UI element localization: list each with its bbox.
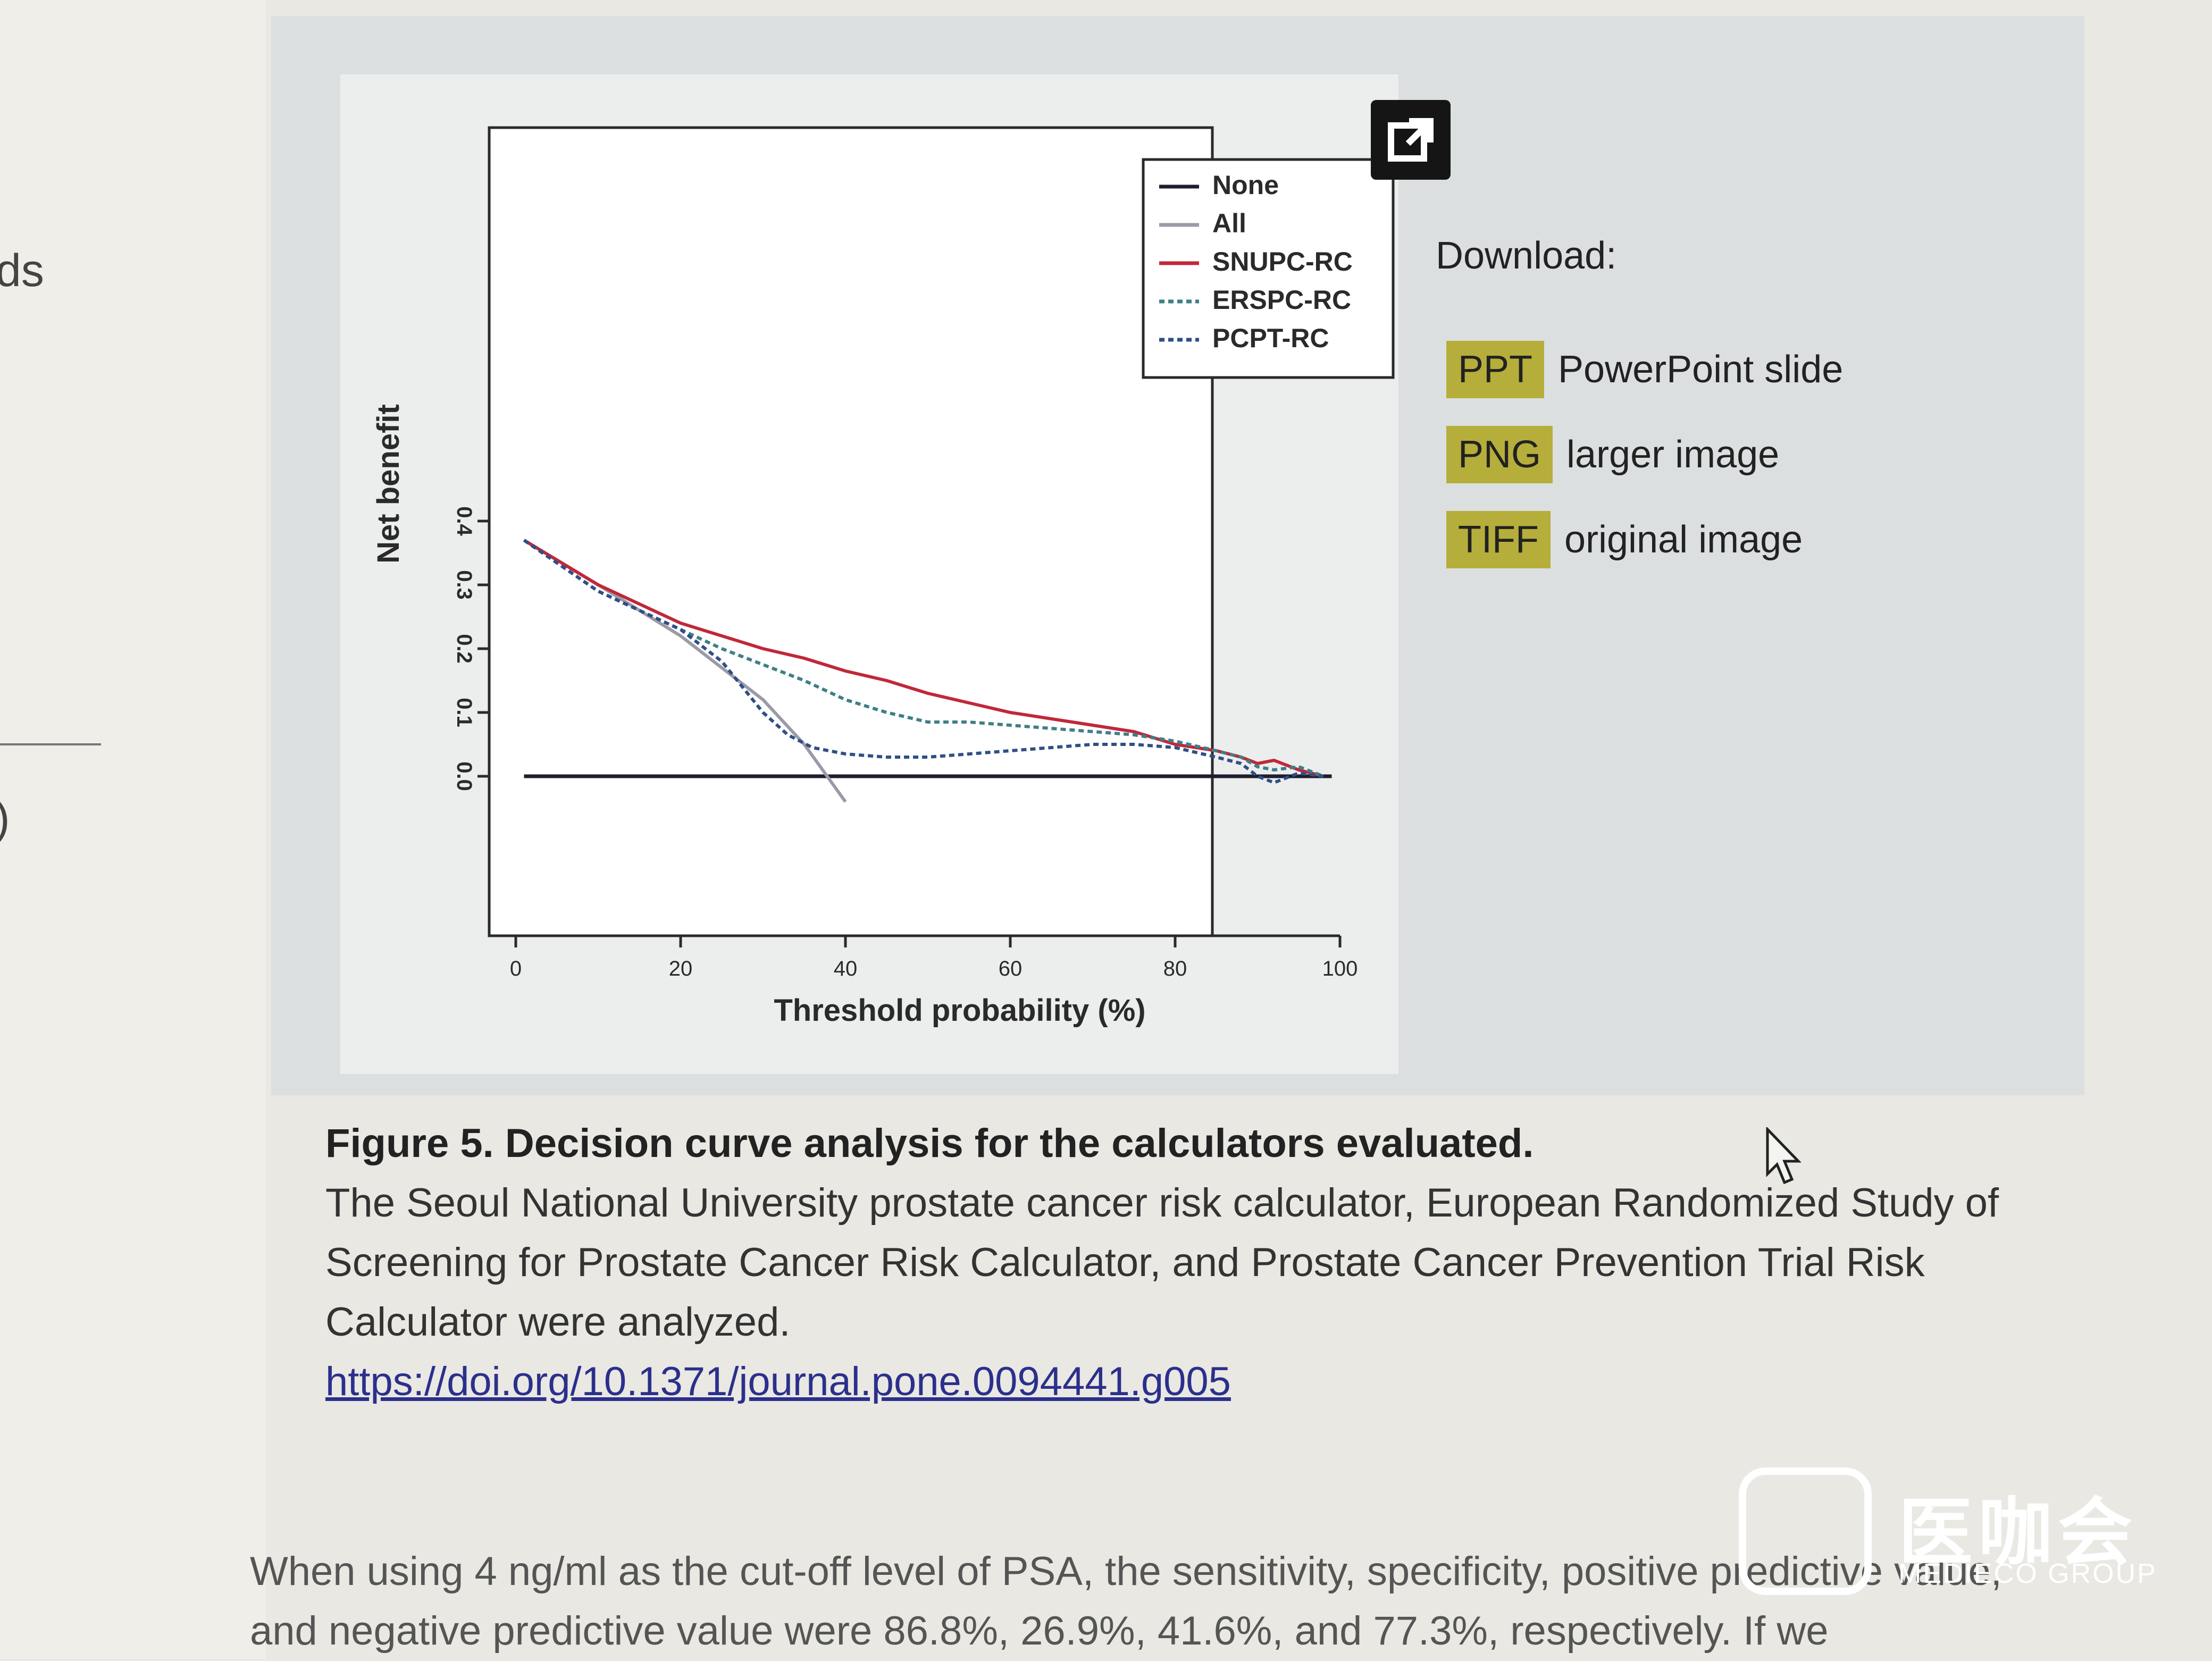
x-axis-title: Threshold probability (%) [774, 993, 1145, 1028]
figure-caption: Figure 5. Decision curve analysis for th… [325, 1114, 2054, 1412]
ppt-badge[interactable]: PPT [1446, 341, 1545, 398]
download-ppt-link[interactable]: PPT PowerPoint slide [1446, 340, 1843, 399]
series-line-erspc-rc [523, 539, 1325, 778]
caption-description: The Seoul National University prostate c… [325, 1180, 1999, 1345]
watermark-logo-icon [1739, 1467, 1872, 1595]
png-badge[interactable]: PNG [1446, 426, 1553, 483]
series-line-snupc-rc [523, 539, 1324, 778]
left-divider [0, 743, 101, 745]
left-text-fragment: ds [0, 245, 44, 296]
x-tick-label: 100 [1322, 957, 1358, 980]
download-heading: Download: [1436, 234, 1617, 277]
ppt-label[interactable]: PowerPoint slide [1558, 348, 1844, 391]
tiff-label[interactable]: original image [1564, 518, 1803, 561]
y-tick-label: 0.1 [453, 698, 476, 727]
legend-label: All [1212, 208, 1246, 238]
chart-plot-area [488, 126, 1214, 937]
y-axis-title: Net benefit [371, 404, 406, 564]
x-tick-label: 80 [1163, 957, 1187, 980]
download-png-link[interactable]: PNG larger image [1446, 425, 1779, 484]
chart-legend: None All SNUPC-RC ERSPC-RC PCPT-RC [1142, 158, 1395, 379]
external-link-icon [1388, 118, 1434, 162]
body-paragraph: When using 4 ng/ml as the cut-off level … [250, 1549, 2002, 1654]
legend-label: PCPT-RC [1212, 323, 1329, 353]
watermark-group: MEDIECO GROUP [1898, 1558, 2157, 1589]
x-tick-label: 40 [834, 957, 858, 980]
legend-label: SNUPC-RC [1212, 247, 1353, 276]
decision-curve-chart: 0 20 40 60 80 100 0.0 0.1 0.2 0.3 0.4 Threshold pro… [371, 126, 1395, 1028]
y-tick-label: 0.3 [453, 570, 476, 600]
mouse-cursor-icon [1766, 1127, 1802, 1185]
png-label[interactable]: larger image [1566, 433, 1780, 476]
x-tick-label: 60 [999, 957, 1023, 980]
series-line-pcpt-rc [523, 539, 1324, 785]
legend-label: ERSPC-RC [1212, 285, 1351, 315]
expand-figure-button[interactable] [1371, 100, 1451, 180]
plot-frame [488, 126, 1214, 937]
y-tick-label: 0.0 [453, 761, 476, 791]
x-tick-label: 0 [510, 957, 522, 980]
x-tick-label: 20 [669, 957, 693, 980]
watermark: 医咖会 MEDIECO GROUP [1739, 1467, 2175, 1595]
left-page-column [0, 0, 266, 1659]
y-tick-label: 0.2 [453, 634, 476, 664]
doi-link[interactable]: https://doi.org/10.1371/journal.pone.009… [325, 1359, 1231, 1404]
tiff-badge[interactable]: TIFF [1446, 511, 1551, 568]
y-tick-label: 0.4 [453, 506, 476, 536]
legend-box [1142, 158, 1395, 379]
caption-title: Figure 5. Decision curve analysis for th… [325, 1121, 1534, 1166]
download-tiff-link[interactable]: TIFF original image [1446, 510, 1803, 569]
left-text-fragment-2: ) [0, 792, 10, 845]
watermark-name: 医咖会 [1898, 1491, 2138, 1574]
legend-label: None [1212, 170, 1279, 200]
